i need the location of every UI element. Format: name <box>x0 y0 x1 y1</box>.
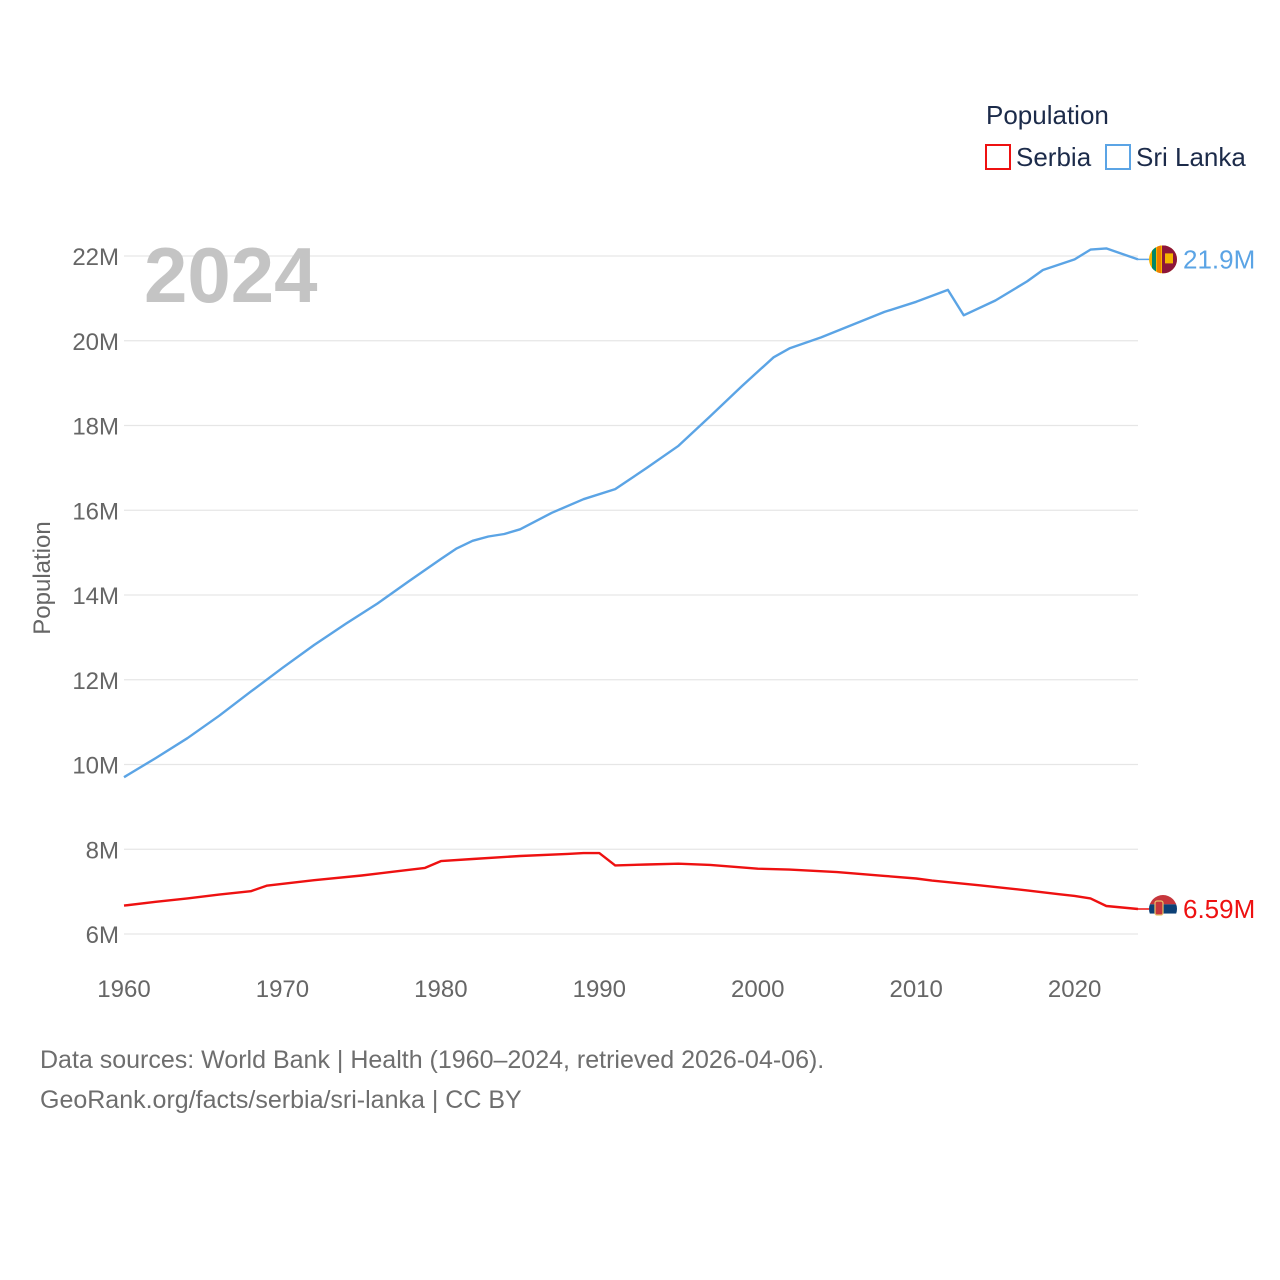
legend-label: Serbia <box>1016 142 1092 172</box>
credit-line[interactable]: GeoRank.org/facts/serbia/sri-lanka | CC … <box>40 1086 522 1114</box>
y-tick-label: 18M <box>72 414 119 441</box>
legend-title: Population <box>986 100 1109 130</box>
legend-swatch <box>985 144 1011 170</box>
year-label: 2024 <box>144 231 318 319</box>
legend-item-serbia[interactable]: Serbia <box>985 142 1092 172</box>
series-lines <box>123 247 1139 911</box>
x-tick-label: 1990 <box>573 976 626 1003</box>
x-tick-label: 2020 <box>1048 976 1101 1003</box>
legend: Population Serbia Sri Lanka <box>985 100 1246 172</box>
y-tick-label: 16M <box>72 498 119 525</box>
legend-swatch <box>1105 144 1131 170</box>
series-line-sri-lanka <box>123 247 1139 779</box>
data-source-note: Data sources: World Bank | Health (1960–… <box>40 1040 824 1120</box>
serbia-flag-icon <box>1149 894 1177 923</box>
x-tick-label: 1970 <box>256 976 309 1003</box>
end-value-label: 21.9M <box>1183 244 1255 274</box>
y-tick-label: 8M <box>86 837 119 864</box>
x-tick-label: 2000 <box>731 976 784 1003</box>
x-tick-label: 2010 <box>889 976 942 1003</box>
sources-line: Data sources: World Bank | Health (1960–… <box>40 1046 825 1074</box>
y-tick-label: 20M <box>72 329 119 356</box>
end-value-label: 6.59M <box>1183 894 1255 924</box>
legend-label: Sri Lanka <box>1136 142 1246 172</box>
y-axis-title: Population <box>29 521 56 634</box>
y-tick-label: 22M <box>72 244 119 271</box>
y-tick-label: 12M <box>72 668 119 695</box>
y-tick-label: 14M <box>72 583 119 610</box>
x-tick-label: 1960 <box>97 976 150 1003</box>
x-tick-label: 1980 <box>414 976 467 1003</box>
x-axis-ticks: 1960 1970 1980 1990 2000 2010 2020 <box>97 976 1101 1003</box>
sri-lanka-flag-icon <box>1149 245 1177 274</box>
legend-item-sri-lanka[interactable]: Sri Lanka <box>1105 142 1246 172</box>
gridlines <box>124 255 1138 935</box>
y-tick-label: 6M <box>86 922 119 949</box>
series-line-serbia <box>123 851 1139 911</box>
y-tick-label: 10M <box>72 753 119 780</box>
series-end-markers: 6.59M 21.9M <box>1138 244 1255 924</box>
y-axis-ticks: 6M 8M 10M 12M 14M 16M 18M 20M 22M <box>72 244 119 949</box>
